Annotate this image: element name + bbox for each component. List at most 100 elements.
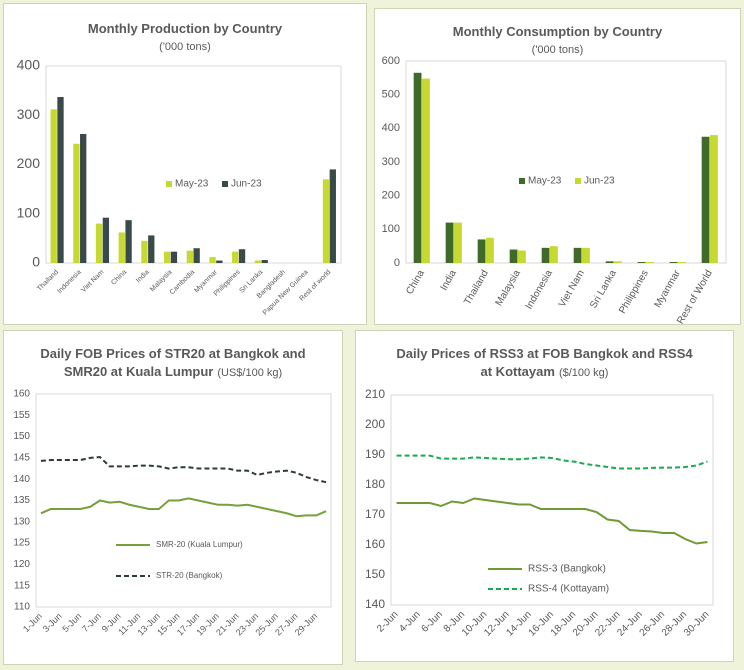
chart-panel: Daily FOB Prices of STR20 at Bangkok and… (3, 330, 343, 665)
chart: 110 115 120 125 130 135 140 145 150 155 160 1-Jun3-… (13, 389, 332, 638)
bar (261, 260, 268, 263)
chart-title: Monthly Consumption by Country (452, 24, 663, 39)
x-tick-label: Thailand (462, 268, 491, 307)
bar (118, 232, 125, 263)
bar (238, 249, 246, 263)
y-tick-label: 200 (365, 417, 385, 431)
y-tick-label: 190 (365, 447, 385, 461)
legend-swatch (222, 181, 228, 187)
line-series (40, 497, 327, 518)
line-series (396, 497, 708, 545)
bar (50, 109, 57, 263)
x-tick-label: Cambodia (169, 269, 197, 297)
legend-label: STR-20 (Bangkok) (156, 571, 223, 580)
y-tick-label: 140 (13, 474, 30, 485)
legend-label: RSS-3 (Bangkok) (528, 564, 606, 575)
y-tick-label: 130 (13, 516, 30, 527)
y-tick-label: 500 (382, 89, 400, 101)
chart-subtitle: ('000 tons) (531, 44, 584, 56)
legend-label: Jun-23 (584, 176, 615, 187)
x-tick-label: Indonesia (524, 268, 555, 311)
bar (550, 246, 558, 263)
y-tick-label: 0 (32, 254, 40, 270)
bar (141, 240, 148, 263)
bar (186, 250, 193, 263)
x-tick-label: Philippines (617, 268, 651, 315)
bar (605, 261, 614, 263)
plot-frame (45, 65, 342, 264)
title-block: Monthly Production by Country ('000 tons) (15, 20, 355, 53)
bar (254, 260, 262, 263)
y-tick-label: 110 (14, 602, 30, 613)
y-tick-label: 155 (13, 410, 30, 421)
y-tick-label: 600 (382, 55, 400, 67)
x-tick-label: Viet Nam (80, 269, 105, 294)
bar (541, 247, 550, 263)
x-tick-label: Malaysia (494, 268, 523, 308)
bar (73, 143, 80, 263)
bar (614, 261, 622, 263)
bar (445, 222, 454, 263)
legend-label: SMR-20 (Kuala Lumpur) (156, 540, 243, 549)
x-tick-label: China (110, 269, 128, 287)
y-tick-label: 400 (382, 122, 400, 134)
y-tick-label: 400 (17, 57, 41, 73)
bar (678, 261, 686, 263)
bar (57, 97, 64, 263)
x-tick-label: 2-Jun (375, 609, 400, 634)
bar (701, 136, 710, 263)
legend-swatch (519, 178, 525, 184)
plot-frame (35, 393, 332, 608)
bar (486, 237, 494, 263)
y-tick-label: 200 (382, 190, 400, 202)
chart-panel: Monthly Production by Country ('000 tons)… (3, 3, 367, 325)
title-block: Daily Prices of RSS3 at FOB Bangkok and … (395, 345, 695, 381)
chart-panel: Daily Prices of RSS3 at FOB Bangkok and … (355, 330, 734, 662)
chart-subtitle: ($/100 kg) (558, 367, 609, 379)
line-series (396, 454, 708, 470)
bar (209, 257, 216, 263)
x-tick-label: China (404, 268, 427, 297)
y-tick-label: 300 (382, 156, 400, 168)
y-tick-label: 145 (13, 453, 30, 464)
bar (148, 235, 155, 263)
bar (232, 251, 239, 263)
bar (477, 239, 486, 263)
chart-panel: Monthly Consumption by Country ('000 tons… (374, 8, 741, 325)
bar (329, 169, 336, 263)
bar (573, 247, 582, 263)
bar (164, 251, 171, 263)
y-tick-label: 115 (14, 580, 30, 591)
chart-title: Daily FOB Prices of STR20 at Bangkok and… (40, 346, 306, 379)
bar (170, 251, 178, 263)
y-tick-label: 160 (365, 537, 385, 551)
legend-label: May-23 (175, 179, 209, 190)
x-tick-label: 4-Jun (397, 609, 422, 634)
y-tick-label: 210 (365, 387, 385, 401)
bar (193, 248, 200, 263)
legend-label: RSS-4 (Kottayam) (528, 584, 609, 595)
x-tick-label: 5-Jun (60, 611, 83, 634)
x-tick-label: Indonesia (56, 269, 82, 295)
y-tick-label: 0 (394, 257, 400, 269)
plot-frame (405, 60, 727, 264)
chart-title: Monthly Production by Country (87, 21, 283, 36)
bar (637, 261, 646, 263)
legend-label: May-23 (528, 176, 562, 187)
bar (509, 249, 518, 263)
y-tick-label: 300 (17, 106, 41, 122)
x-tick-label: India (135, 269, 151, 285)
bar (669, 261, 678, 263)
bar (102, 217, 110, 263)
y-tick-label: 160 (13, 389, 30, 400)
title-block: Daily FOB Prices of STR20 at Bangkok and… (28, 345, 318, 381)
bar (322, 179, 330, 263)
y-tick-label: 125 (13, 538, 30, 549)
bar (454, 222, 462, 263)
bar (80, 133, 87, 263)
y-tick-label: 135 (13, 495, 30, 506)
y-tick-label: 170 (365, 507, 385, 521)
y-tick-label: 180 (365, 477, 385, 491)
